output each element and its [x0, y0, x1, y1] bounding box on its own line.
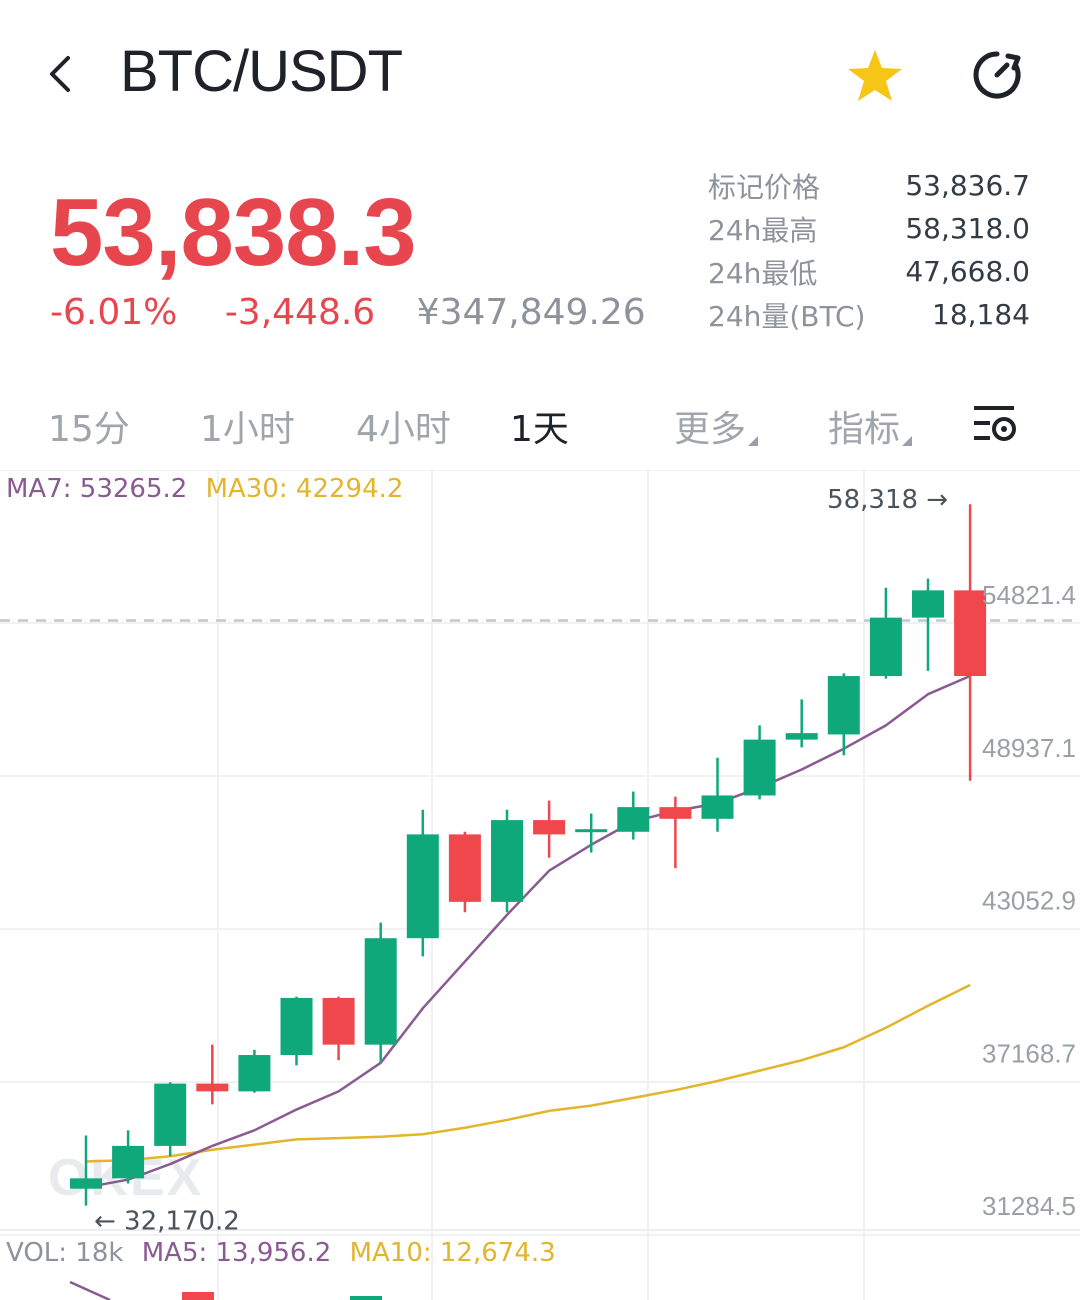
- last-price: 53,838.3: [50, 179, 417, 286]
- star-icon[interactable]: [846, 48, 904, 104]
- tab-1h[interactable]: 1小时: [200, 409, 295, 450]
- candle-body: [954, 590, 987, 677]
- candle-body: [701, 795, 734, 819]
- stat-24h-low: 24h最低 47,668.0: [708, 250, 1030, 293]
- candle-body: [827, 676, 860, 735]
- candle-body: [912, 590, 944, 618]
- stat-label: 24h最高: [708, 213, 818, 247]
- candle-body: [238, 1055, 271, 1092]
- y-tick-label: 31284.5: [982, 1191, 1076, 1221]
- candle-body: [406, 834, 439, 939]
- candle-body: [196, 1083, 229, 1092]
- tab-indicators[interactable]: 指标: [828, 400, 913, 452]
- tab-indicators-label: 指标: [828, 409, 901, 450]
- change-amount: -3,448.6: [224, 292, 376, 333]
- low-annotation: ← 32,170.2: [94, 1207, 240, 1237]
- candle-body: [70, 1178, 102, 1189]
- volume-legend: VOL: 18k MA5: 13,956.2 MA10: 12,674.3: [6, 1238, 556, 1268]
- candle-body: [491, 820, 523, 902]
- stat-value: 18,184: [932, 298, 1030, 331]
- y-tick-label: 48937.1: [982, 733, 1076, 763]
- candle-body: [743, 739, 776, 796]
- back-chevron-icon[interactable]: [40, 52, 84, 96]
- y-tick-label: 54821.4: [982, 580, 1076, 610]
- vol-label: VOL: 18k: [6, 1238, 124, 1268]
- change-percent: -6.01%: [50, 292, 178, 333]
- volume-bar: [182, 1292, 214, 1300]
- pair-title: BTC/USDT: [120, 39, 403, 104]
- candle-body: [364, 938, 397, 1045]
- dropdown-triangle-icon: [902, 436, 913, 446]
- stat-value: 58,318.0: [905, 212, 1030, 245]
- stat-label: 标记价格: [708, 170, 821, 204]
- y-tick-label: 37168.7: [982, 1038, 1076, 1068]
- high-annotation: 58,318 →: [827, 485, 948, 515]
- stat-24h-volume: 24h量(BTC) 18,184: [708, 293, 1030, 336]
- stat-24h-high: 24h最高 58,318.0: [708, 207, 1030, 250]
- ma30-legend: MA30: 42294.2: [205, 474, 404, 504]
- y-tick-label: 43052.9: [982, 886, 1076, 916]
- vol-ma5: MA5: 13,956.2: [141, 1238, 332, 1268]
- candle-body: [280, 997, 313, 1056]
- interval-tabs: 15分 1小时 4小时 1天 更多 指标: [0, 390, 1080, 460]
- refresh-icon[interactable]: [968, 46, 1026, 104]
- candle-body: [533, 820, 566, 835]
- candle-body: [322, 997, 355, 1045]
- tab-1d[interactable]: 1天: [510, 409, 569, 450]
- stat-value: 53,836.7: [905, 169, 1030, 202]
- candle-body: [112, 1145, 145, 1179]
- cny-price: ¥347,849.26: [416, 292, 646, 333]
- ma30-line: [85, 983, 971, 1163]
- vol-ma10: MA10: 12,674.3: [349, 1238, 556, 1268]
- stat-value: 47,668.0: [905, 255, 1030, 288]
- vol-ma5-line: [69, 1280, 111, 1300]
- candle-body: [448, 834, 481, 902]
- stats-panel: 标记价格 53,836.7 24h最高 58,318.0 24h最低 47,66…: [708, 164, 1030, 336]
- tab-more[interactable]: 更多: [674, 400, 759, 452]
- candle-body: [575, 829, 608, 833]
- candlestick-chart[interactable]: 54821.4 48937.1 43052.9 37168.7 31284.5 58,31…: [0, 470, 1080, 1300]
- candle-body: [869, 617, 902, 677]
- candle-body: [617, 807, 650, 832]
- ma7-line: [85, 674, 971, 1189]
- stat-label: 24h量(BTC): [708, 299, 866, 333]
- ma7-legend: MA7: 53265.2: [6, 474, 188, 504]
- candle-body: [785, 733, 818, 740]
- chart-settings-icon[interactable]: [972, 402, 1018, 444]
- ma-legend: MA7: 53265.2 MA30: 42294.2: [6, 474, 403, 504]
- candle-body: [154, 1083, 187, 1146]
- stat-label: 24h最低: [708, 256, 818, 290]
- dropdown-triangle-icon: [748, 436, 759, 446]
- tab-15m[interactable]: 15分: [48, 409, 130, 450]
- price-change-row: -6.01% -3,448.6 ¥347,849.26: [50, 292, 646, 333]
- tab-4h[interactable]: 4小时: [356, 409, 451, 450]
- tab-more-label: 更多: [674, 409, 747, 450]
- candle-body: [659, 807, 692, 819]
- volume-bar: [350, 1296, 382, 1300]
- stat-mark-price: 标记价格 53,836.7: [708, 164, 1030, 207]
